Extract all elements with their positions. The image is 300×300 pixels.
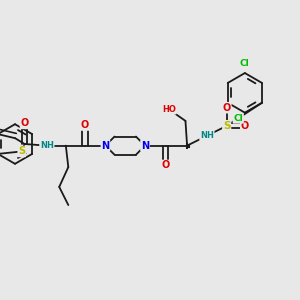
Text: HO: HO (162, 105, 176, 114)
Text: NH: NH (200, 131, 214, 140)
Text: O: O (81, 120, 89, 130)
Text: NH: NH (40, 141, 54, 150)
Text: Cl: Cl (233, 114, 243, 123)
Text: S: S (18, 146, 25, 156)
Text: N: N (101, 141, 110, 151)
Text: O: O (223, 103, 231, 113)
Text: O: O (161, 160, 170, 170)
Text: O: O (241, 121, 249, 131)
Text: N: N (141, 141, 149, 151)
Text: Cl: Cl (240, 59, 250, 68)
Text: O: O (20, 118, 29, 128)
Text: S: S (223, 121, 230, 131)
